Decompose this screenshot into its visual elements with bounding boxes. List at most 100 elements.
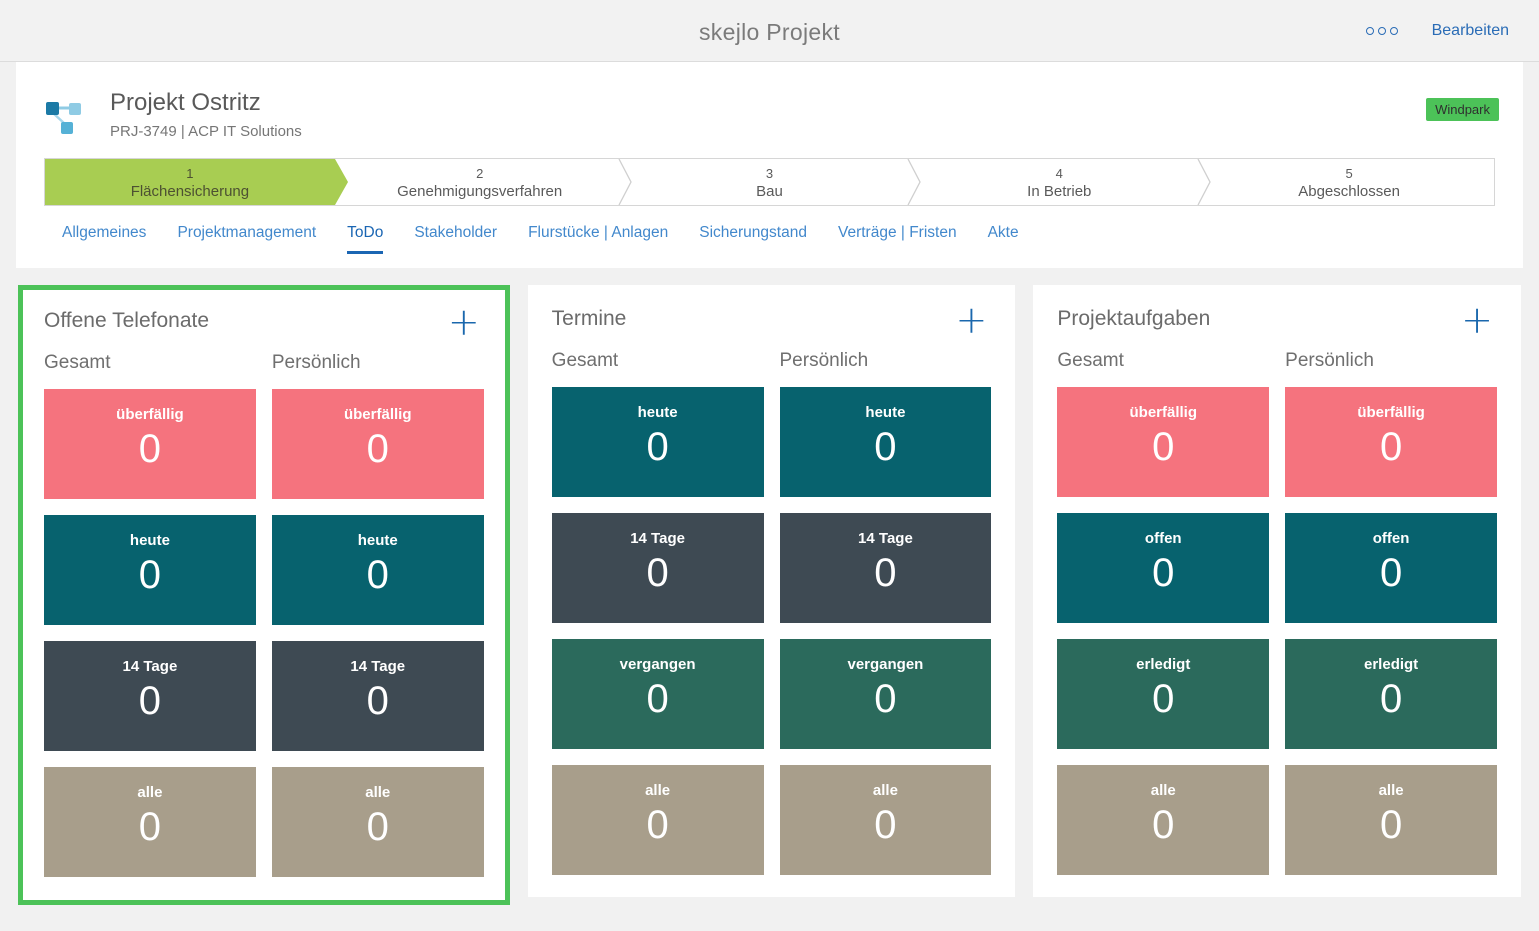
edit-button[interactable]: Bearbeiten (1431, 22, 1509, 39)
tile-14-tage-persoenlich[interactable]: 14 Tage 0 (779, 513, 992, 623)
stage-genehmigungsverfahren[interactable]: 2 Genehmigungsverfahren (335, 159, 625, 205)
tile-count: 0 (646, 551, 669, 595)
column-label-gesamt: Gesamt (551, 350, 619, 371)
add-icon[interactable]: + (955, 298, 988, 342)
tab-allgemeines[interactable]: Allgemeines (62, 223, 147, 241)
stage-progress-bar: 1 Flächensicherung 2 Genehmigungsverfahren 3… (44, 157, 1495, 206)
tile-14-tage-gesamt[interactable]: 14 Tage 0 (551, 513, 764, 623)
tab-stakeholder[interactable]: Stakeholder (414, 223, 498, 241)
tile-count: 0 (1152, 677, 1175, 721)
dot (1389, 27, 1398, 35)
tile-vergangen-persoenlich[interactable]: vergangen 0 (779, 639, 992, 749)
tab-projektmanagement[interactable]: Projektmanagement (177, 223, 317, 241)
card-title: Offene Telefonate (44, 309, 210, 332)
tile-14-tage-persoenlich[interactable]: 14 Tage 0 (271, 641, 484, 751)
todo-cards-container: Offene Telefonate + Gesamt Persönlich überfä… (0, 268, 1539, 905)
project-type-badge: Windpark (1426, 98, 1499, 121)
tile-label: überfällig (343, 406, 412, 423)
tile-label: überfällig (1357, 404, 1425, 421)
tile-count: 0 (874, 803, 897, 847)
tile-grid: überfällig 0 überfällig 0 heute 0 heute 0 14 Tag… (44, 389, 484, 877)
tile-alle-persoenlich[interactable]: alle 0 (271, 767, 484, 877)
tile-count: 0 (138, 553, 162, 597)
tile-ueberfaellig-persoenlich[interactable]: überfällig 0 (1285, 387, 1498, 497)
tile-vergangen-gesamt[interactable]: vergangen 0 (551, 639, 764, 749)
card-offene-telefonate: Offene Telefonate + Gesamt Persönlich überfä… (18, 285, 510, 905)
tile-count: 0 (646, 425, 669, 469)
dot (1365, 27, 1374, 35)
stage-number: 1 (186, 165, 194, 181)
tab-flurstuecke-anlagen[interactable]: Flurstücke | Anlagen (528, 223, 669, 241)
tile-14-tage-gesamt[interactable]: 14 Tage 0 (44, 641, 256, 751)
tile-label: offen (1144, 530, 1182, 547)
stage-flaechensicherung[interactable]: 1 Flächensicherung (45, 158, 335, 205)
tile-label: alle (872, 782, 898, 799)
column-label-persoenlich: Persönlich (271, 352, 361, 373)
tile-ueberfaellig-persoenlich[interactable]: überfällig 0 (271, 389, 484, 499)
tab-sicherungstand[interactable]: Sicherungstand (699, 223, 807, 241)
tile-grid: heute 0 heute 0 14 Tage 0 14 Tage 0 vergangen 0 ve… (551, 387, 992, 875)
tab-vertraege-fristen[interactable]: Verträge | Fristen (837, 223, 957, 241)
more-options-icon[interactable] (1365, 27, 1398, 35)
header-actions: Bearbeiten (1365, 0, 1509, 62)
tile-label: 14 Tage (350, 658, 406, 675)
tile-alle-persoenlich[interactable]: alle 0 (779, 765, 992, 875)
tile-label: erledigt (1136, 656, 1191, 673)
stage-separator-chevron (618, 158, 632, 206)
stage-number: 4 (1055, 165, 1063, 181)
card-column-headers: Gesamt Persönlich (44, 352, 484, 374)
app-title: skejlo Projekt (699, 19, 840, 45)
stage-separator-chevron (907, 158, 922, 206)
column-label-persoenlich: Persönlich (1285, 350, 1374, 371)
tile-count: 0 (1379, 551, 1403, 595)
column-label-gesamt: Gesamt (44, 352, 111, 373)
stage-label: Genehmigungsverfahren (397, 182, 563, 200)
tile-label: alle (137, 784, 163, 801)
tile-count: 0 (1152, 803, 1175, 847)
project-panel: Projekt Ostritz PRJ-3749 | ACP IT Soluti… (16, 62, 1523, 268)
stage-abgeschlossen[interactable]: 5 Abgeschlossen (1204, 159, 1494, 205)
tile-label: alle (365, 784, 391, 801)
stage-in-betrieb[interactable]: 4 In Betrieb (914, 159, 1204, 205)
tile-label: alle (645, 782, 671, 799)
column-label-persoenlich: Persönlich (779, 350, 869, 371)
tile-heute-gesamt[interactable]: heute 0 (44, 515, 256, 625)
tile-ueberfaellig-gesamt[interactable]: überfällig 0 (44, 389, 256, 499)
tab-akte[interactable]: Akte (987, 223, 1019, 241)
tile-heute-persoenlich[interactable]: heute 0 (271, 515, 484, 625)
tile-alle-persoenlich[interactable]: alle 0 (1285, 765, 1498, 875)
tile-erledigt-persoenlich[interactable]: erledigt 0 (1285, 639, 1498, 749)
tile-label: 14 Tage (630, 530, 685, 547)
tile-offen-gesamt[interactable]: offen 0 (1057, 513, 1270, 623)
tile-count: 0 (1152, 551, 1175, 595)
tile-erledigt-gesamt[interactable]: erledigt 0 (1057, 639, 1270, 749)
tile-label: überfällig (116, 406, 184, 423)
tile-count: 0 (646, 803, 669, 847)
stage-number: 5 (1345, 165, 1353, 181)
tile-offen-persoenlich[interactable]: offen 0 (1285, 513, 1498, 623)
tile-heute-persoenlich[interactable]: heute 0 (779, 387, 992, 497)
project-subtitle: PRJ-3749 | ACP IT Solutions (110, 123, 302, 140)
tile-label: vergangen (847, 656, 924, 673)
tile-count: 0 (366, 805, 389, 849)
add-icon[interactable]: + (447, 300, 480, 344)
stage-label: Flächensicherung (130, 182, 250, 200)
tile-count: 0 (874, 677, 897, 721)
tile-count: 0 (138, 805, 162, 849)
tile-heute-gesamt[interactable]: heute 0 (551, 387, 764, 497)
add-icon[interactable]: + (1461, 298, 1494, 342)
dot (1377, 27, 1386, 35)
tile-alle-gesamt[interactable]: alle 0 (44, 767, 256, 877)
tile-count: 0 (1152, 425, 1175, 469)
stage-label: Abgeschlossen (1298, 182, 1400, 200)
card-header: Termine + (552, 298, 992, 342)
tile-alle-gesamt[interactable]: alle 0 (551, 765, 764, 875)
tab-todo[interactable]: ToDo (347, 224, 384, 254)
tile-label: erledigt (1364, 656, 1419, 673)
tile-ueberfaellig-gesamt[interactable]: überfällig 0 (1057, 387, 1270, 497)
card-projektaufgaben: Projektaufgaben + Gesamt Persönlich überfäll… (1033, 285, 1522, 897)
stage-bau[interactable]: 3 Bau (625, 159, 915, 205)
tile-alle-gesamt[interactable]: alle 0 (1057, 765, 1270, 875)
card-column-headers: Gesamt Persönlich (1057, 350, 1497, 372)
app-header: skejlo Projekt Bearbeiten (0, 0, 1539, 62)
